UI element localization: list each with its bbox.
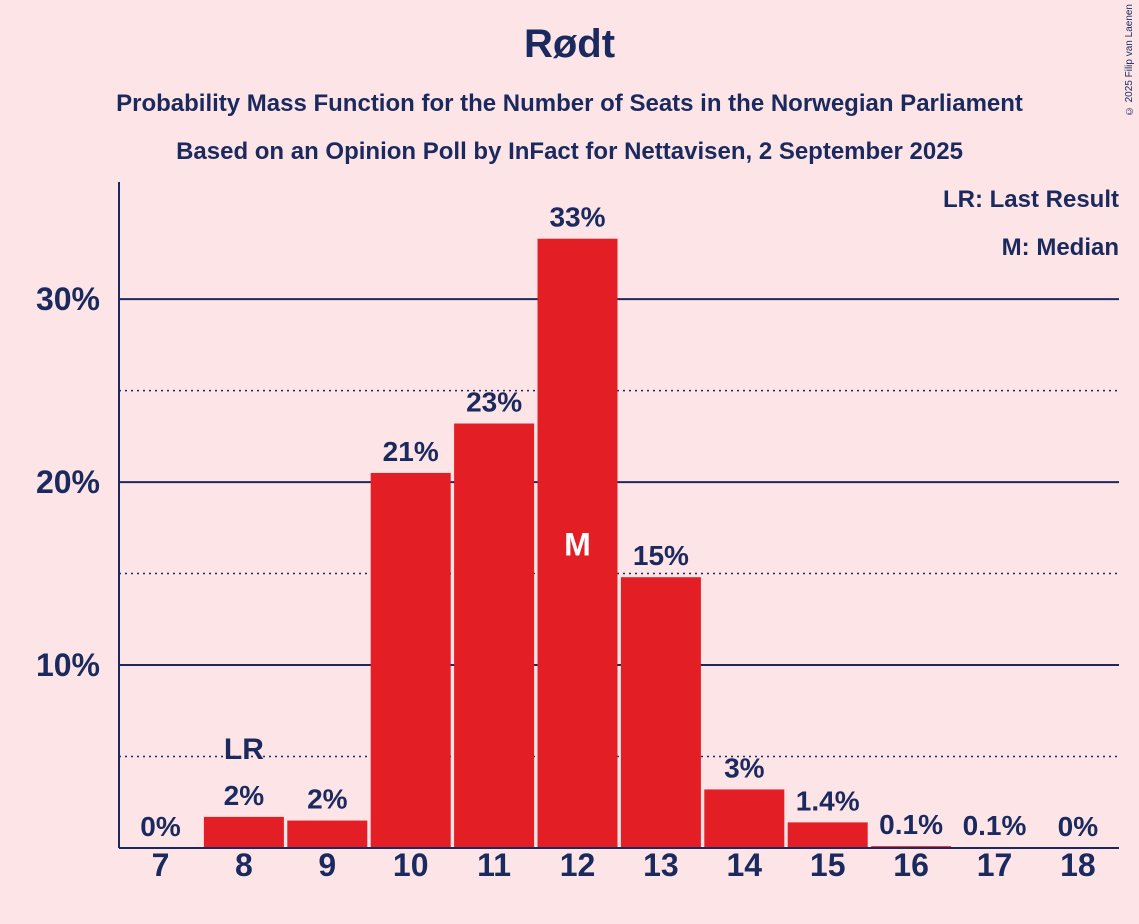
data-label: 2% [307,784,348,815]
x-tick-label: 8 [235,847,253,883]
bar-seats-8 [203,816,284,848]
y-tick-label: 30% [36,281,100,317]
x-tick-label: 15 [810,847,846,883]
data-label: 15% [633,540,689,571]
bar-seats-11 [454,423,535,848]
x-tick-label: 14 [727,847,763,883]
x-tick-label: 9 [318,847,336,883]
bar-seats-10 [370,472,451,848]
data-label: 0% [140,811,181,842]
last-result-marker: LR [224,733,264,766]
median-marker: M [564,526,591,562]
legend-last-result: LR: Last Result [942,186,1119,213]
data-label: 33% [549,202,605,233]
data-label: 0% [1058,811,1099,842]
x-tick-label: 7 [152,847,170,883]
x-tick-label: 17 [977,847,1013,883]
chart-title: Rødt [523,22,616,66]
data-label: 0.1% [879,809,943,840]
legend-median: M: Median [1001,234,1119,261]
bar-seats-9 [287,820,368,848]
bar-seats-14 [704,789,785,848]
x-tick-label: 11 [477,847,511,883]
x-tick-label: 16 [893,847,929,883]
x-tick-label: 12 [560,847,596,883]
chart-subtitle: Probability Mass Function for the Number… [116,90,1023,117]
y-tick-label: 10% [36,647,100,683]
x-tick-label: 13 [643,847,679,883]
data-label: 23% [466,387,522,418]
chart-source: Based on an Opinion Poll by InFact for N… [176,138,963,165]
bar-seats-15 [787,822,868,848]
data-label: 3% [724,752,765,783]
data-label: 1.4% [796,785,860,816]
data-label: 0.1% [963,810,1027,841]
x-tick-label: 10 [393,847,429,883]
x-tick-label: 18 [1060,847,1096,883]
bar-seats-12 [537,238,618,848]
bar-seats-13 [620,577,701,848]
y-tick-label: 20% [36,464,100,500]
data-label: 2% [224,780,265,811]
data-label: 21% [383,436,439,467]
